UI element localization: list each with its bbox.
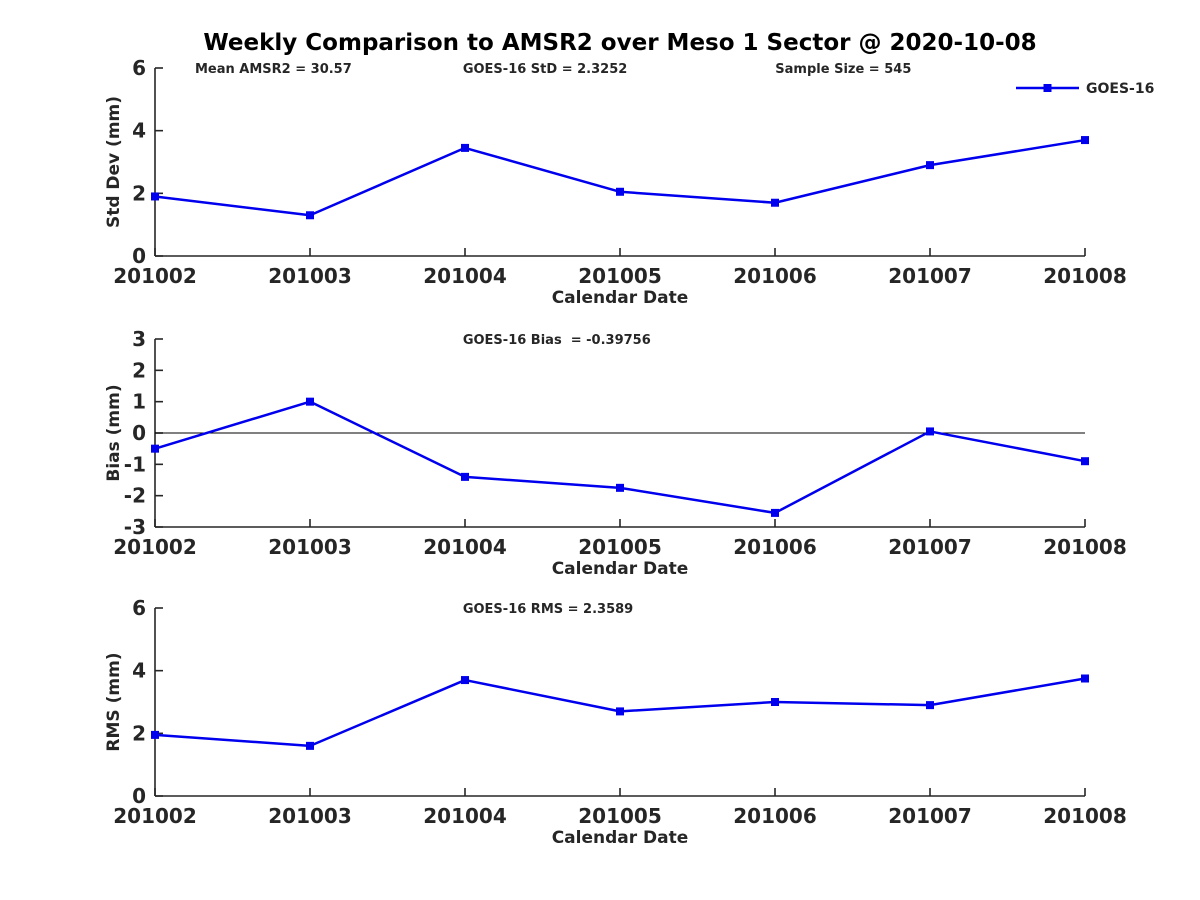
x-tick-label: 201004 — [423, 535, 507, 559]
y-tick-label: 3 — [132, 327, 146, 351]
data-point-marker — [771, 508, 779, 517]
data-point-marker — [461, 676, 469, 685]
x-axis-label: Calendar Date — [552, 288, 689, 308]
x-tick-label: 201006 — [733, 264, 817, 288]
series-line — [154, 400, 1086, 515]
data-point-marker — [151, 444, 159, 453]
x-tick-label: 201005 — [578, 804, 662, 828]
data-point-marker — [461, 143, 469, 152]
x-axis-label: Calendar Date — [552, 828, 689, 848]
x-tick-label: 201003 — [268, 264, 352, 288]
data-point-marker — [616, 707, 624, 716]
rms-chart — [151, 607, 1089, 797]
y-tick-label: 0 — [132, 421, 146, 445]
y-tick-label: 2 — [132, 721, 146, 745]
annotation-text: Sample Size = 545 — [775, 62, 911, 77]
y-tick-label: -1 — [124, 452, 146, 476]
annotation-text: Mean AMSR2 = 30.57 — [195, 62, 352, 77]
data-point-marker — [771, 698, 779, 706]
legend-label: GOES-16 — [1086, 81, 1154, 97]
y-axis-label: Bias (mm) — [104, 384, 124, 481]
stddev-chart — [151, 67, 1089, 257]
x-tick-label: 201005 — [578, 264, 662, 288]
x-tick-label: 201004 — [423, 804, 507, 828]
y-tick-label: 6 — [132, 596, 146, 620]
x-tick-label: 201002 — [113, 535, 197, 559]
figure-title: Weekly Comparison to AMSR2 over Meso 1 S… — [203, 30, 1037, 56]
y-tick-label: 0 — [132, 244, 146, 268]
data-point-marker — [151, 730, 159, 739]
data-point-marker — [306, 741, 314, 750]
series-line — [154, 138, 1086, 217]
x-tick-label: 201008 — [1043, 535, 1127, 559]
x-tick-label: 201002 — [113, 804, 197, 828]
legend-marker — [1043, 84, 1052, 92]
data-point-marker — [151, 192, 159, 201]
y-axis-label: RMS (mm) — [104, 652, 124, 751]
y-tick-label: -2 — [124, 484, 146, 508]
data-point-marker — [926, 427, 934, 436]
bias-chart — [151, 338, 1089, 528]
annotation-text: GOES-16 StD = 2.3252 — [463, 62, 627, 77]
data-point-marker — [1081, 136, 1089, 145]
x-tick-label: 201007 — [888, 804, 972, 828]
y-axis-label: Std Dev (mm) — [104, 96, 124, 228]
x-axis-label: Calendar Date — [552, 559, 689, 579]
x-tick-label: 201002 — [113, 264, 197, 288]
y-tick-label: 2 — [132, 358, 146, 382]
data-point-marker — [1081, 674, 1089, 683]
data-point-marker — [461, 472, 469, 481]
data-point-marker — [926, 161, 934, 170]
data-point-marker — [306, 211, 314, 220]
x-tick-label: 201006 — [733, 535, 817, 559]
y-tick-label: 6 — [132, 56, 146, 80]
x-tick-label: 201007 — [888, 264, 972, 288]
x-tick-label: 201008 — [1043, 804, 1127, 828]
x-tick-label: 201003 — [268, 804, 352, 828]
y-tick-label: 1 — [132, 390, 146, 414]
x-tick-label: 201006 — [733, 804, 817, 828]
data-point-marker — [1081, 457, 1089, 466]
data-point-marker — [616, 483, 624, 492]
y-tick-label: 2 — [132, 181, 146, 205]
x-tick-label: 201005 — [578, 535, 662, 559]
x-tick-label: 201003 — [268, 535, 352, 559]
y-tick-label: 4 — [132, 119, 146, 143]
x-tick-label: 201007 — [888, 535, 972, 559]
x-tick-label: 201004 — [423, 264, 507, 288]
y-tick-label: 4 — [132, 659, 146, 683]
data-point-marker — [616, 187, 624, 196]
data-point-marker — [926, 701, 934, 710]
data-point-marker — [771, 198, 779, 207]
x-tick-label: 201008 — [1043, 264, 1127, 288]
y-tick-label: 0 — [132, 784, 146, 808]
annotation-text: GOES-16 Bias = -0.39756 — [463, 333, 651, 348]
data-point-marker — [306, 397, 314, 406]
y-tick-label: -3 — [124, 515, 146, 539]
annotation-text: GOES-16 RMS = 2.3589 — [463, 602, 633, 617]
